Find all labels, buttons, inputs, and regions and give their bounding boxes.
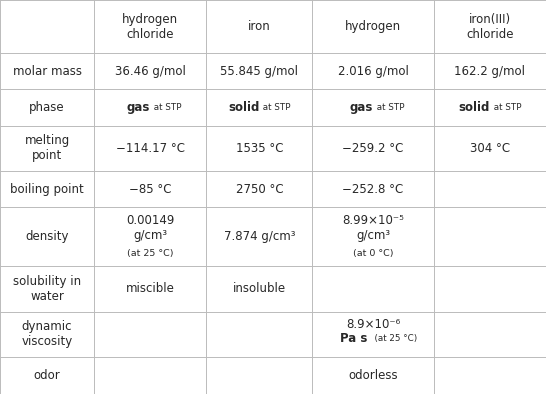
Text: 304 °C: 304 °C <box>470 142 510 155</box>
Text: at STP: at STP <box>491 103 521 112</box>
Text: insoluble: insoluble <box>233 282 286 296</box>
Text: 8.9×10⁻⁶: 8.9×10⁻⁶ <box>346 318 400 331</box>
Text: 162.2 g/mol: 162.2 g/mol <box>454 65 525 78</box>
Text: molar mass: molar mass <box>13 65 81 78</box>
Text: 36.46 g/mol: 36.46 g/mol <box>115 65 186 78</box>
Text: solid: solid <box>459 101 490 114</box>
Text: 0.00149: 0.00149 <box>126 214 174 227</box>
Text: 7.874 g/cm³: 7.874 g/cm³ <box>224 230 295 243</box>
Text: 8.99×10⁻⁵: 8.99×10⁻⁵ <box>342 214 404 227</box>
Text: odor: odor <box>34 369 61 382</box>
Text: 2750 °C: 2750 °C <box>235 183 283 195</box>
Text: dynamic
viscosity: dynamic viscosity <box>21 320 73 348</box>
Text: solid: solid <box>228 101 259 114</box>
Text: hydrogen: hydrogen <box>345 20 401 33</box>
Text: (at 25 °C): (at 25 °C) <box>127 249 174 258</box>
Text: iron: iron <box>248 20 271 33</box>
Text: −114.17 °C: −114.17 °C <box>116 142 185 155</box>
Text: g/cm³: g/cm³ <box>356 229 390 242</box>
Text: odorless: odorless <box>348 369 398 382</box>
Text: (at 0 °C): (at 0 °C) <box>353 249 393 258</box>
Text: melting
point: melting point <box>25 134 70 162</box>
Text: gas: gas <box>127 101 150 114</box>
Text: g/cm³: g/cm³ <box>133 229 167 242</box>
Text: solubility in
water: solubility in water <box>13 275 81 303</box>
Text: Pa s: Pa s <box>340 333 367 345</box>
Text: −259.2 °C: −259.2 °C <box>342 142 404 155</box>
Text: 1535 °C: 1535 °C <box>236 142 283 155</box>
Text: 2.016 g/mol: 2.016 g/mol <box>337 65 408 78</box>
Text: 55.845 g/mol: 55.845 g/mol <box>221 65 298 78</box>
Text: hydrogen
chloride: hydrogen chloride <box>122 13 178 41</box>
Text: (at 25 °C): (at 25 °C) <box>369 335 417 343</box>
Text: density: density <box>25 230 69 243</box>
Text: iron(III)
chloride: iron(III) chloride <box>466 13 514 41</box>
Text: at STP: at STP <box>374 103 405 112</box>
Text: at STP: at STP <box>260 103 291 112</box>
Text: gas: gas <box>350 101 373 114</box>
Text: −85 °C: −85 °C <box>129 183 171 195</box>
Text: miscible: miscible <box>126 282 175 296</box>
Text: phase: phase <box>29 101 65 114</box>
Text: boiling point: boiling point <box>10 183 84 195</box>
Text: at STP: at STP <box>151 103 182 112</box>
Text: −252.8 °C: −252.8 °C <box>342 183 403 195</box>
